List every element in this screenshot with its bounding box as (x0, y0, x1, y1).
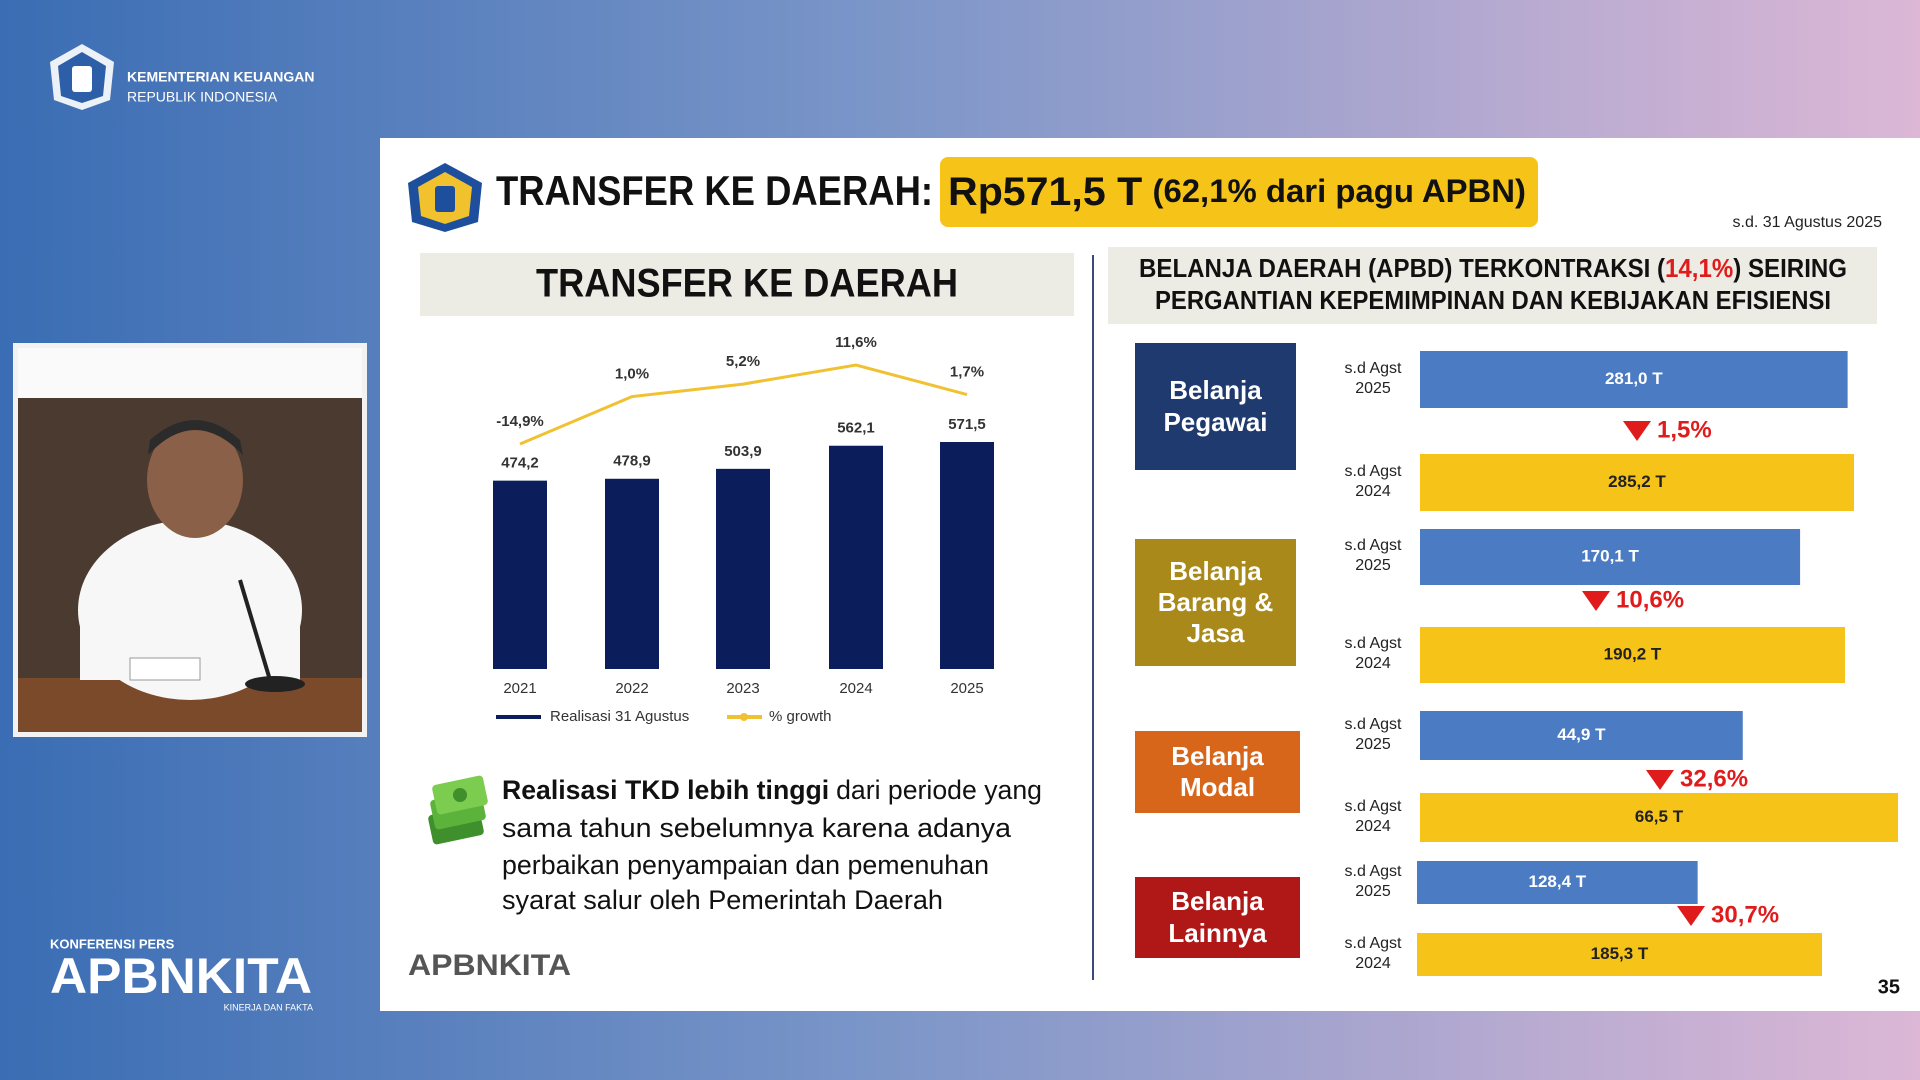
title-part: ) SEIRING (1733, 253, 1847, 283)
left-chart-title: TRANSFER KE DAERAH (536, 262, 958, 306)
title-part: BELANJA DAERAH (APBD) TERKONTRAKSI ( (1139, 253, 1665, 283)
money-icon (428, 775, 488, 845)
growth-label: -14,9% (496, 413, 544, 430)
right-chart-subtitle: PERGANTIAN KEPEMIMPINAN DAN KEBIJAKAN EF… (1155, 285, 1831, 315)
note-line: syarat salur oleh Pemerintah Daerah (502, 885, 943, 915)
bar (1417, 933, 1822, 976)
page-number: 35 (1878, 976, 1900, 998)
bar-value-label: 503,9 (724, 443, 762, 460)
growth-label: 1,7% (950, 363, 984, 380)
x-tick-label: 2022 (615, 680, 648, 697)
change-arrow (1677, 906, 1705, 926)
note-line: sama tahun sebelumnya karena adanya (502, 813, 1012, 843)
bar (493, 480, 547, 669)
growth-label: 5,2% (726, 353, 760, 370)
slide-footer-logo: APBNKITA (408, 949, 571, 982)
event-label: KONFERENSI PERS (50, 936, 175, 951)
note-line: Realisasi TKD lebih tinggidari periode y… (502, 775, 1042, 805)
note-line: perbaikan penyampaian dan pemenuhan (502, 850, 989, 880)
ministry-name: KEMENTERIAN KEUANGAN (127, 69, 314, 85)
bar-value-label: 281,0 T (1605, 369, 1663, 388)
change-label: 1,5% (1657, 416, 1712, 443)
bar-value-label: 562,1 (837, 420, 875, 437)
bar (716, 468, 770, 669)
bar-value-label: 128,4 T (1528, 872, 1586, 891)
bar (1417, 861, 1698, 904)
legend-label: % growth (769, 708, 832, 725)
slide-title: TRANSFER KE DAERAH: (496, 167, 933, 214)
bar-value-label: 474,2 (501, 455, 539, 472)
note-text: dari periode yang (836, 775, 1042, 805)
x-tick-label: 2023 (726, 680, 759, 697)
speaker-video (13, 343, 367, 737)
bar-value-label: 66,5 T (1635, 807, 1684, 826)
bar-value-label: 478,9 (613, 453, 651, 470)
left-header-box (420, 253, 1074, 316)
bar (1420, 529, 1801, 585)
ministry-country: REPUBLIK INDONESIA (127, 89, 278, 105)
growth-line (519, 363, 968, 446)
highlight-amount: Rp571,5 T (948, 170, 1142, 214)
change-label: 30,7% (1711, 901, 1779, 928)
bar-value-label: 571,5 (948, 416, 986, 433)
growth-label: 11,6% (835, 334, 877, 351)
slide-logo (408, 163, 482, 232)
highlight-note: (62,1% dari pagu APBN) (1153, 173, 1526, 209)
right-header-box (1108, 247, 1877, 324)
bar (1420, 454, 1854, 511)
legend-label: Realisasi 31 Agustus (550, 708, 689, 725)
highlight-text: Rp571,5 T (62,1% dari pagu APBN) (948, 170, 1526, 214)
bar (605, 478, 659, 669)
change-label: 10,6% (1616, 586, 1684, 613)
growth-label: 1,0% (615, 366, 649, 383)
x-tick-label: 2025 (950, 680, 983, 697)
bar-value-label: 285,2 T (1608, 472, 1666, 491)
slide-date: s.d. 31 Agustus 2025 (1733, 214, 1883, 231)
x-tick-label: 2021 (503, 680, 536, 697)
title-highlight: 14,1% (1665, 253, 1733, 283)
bar (940, 442, 994, 669)
ministry-logo (50, 44, 114, 110)
bar (1420, 711, 1743, 760)
event-tagline: KINERJA DAN FAKTA (224, 1002, 313, 1012)
note-bold: Realisasi TKD lebih tinggi (502, 775, 829, 805)
legend-marker (740, 713, 748, 721)
bar (1420, 627, 1845, 683)
bar (1420, 351, 1848, 408)
bar (829, 445, 883, 669)
x-tick-label: 2024 (839, 680, 872, 697)
change-arrow (1623, 421, 1651, 441)
bar (1420, 793, 1898, 842)
highlight-box (940, 157, 1538, 227)
bar-value-label: 170,1 T (1581, 546, 1639, 565)
bar-value-label: 190,2 T (1604, 644, 1662, 663)
change-arrow (1582, 591, 1610, 611)
right-chart-title: BELANJA DAERAH (APBD) TERKONTRAKSI (14,1… (1139, 253, 1847, 283)
change-arrow (1646, 770, 1674, 790)
bar-value-label: 44,9 T (1557, 725, 1606, 744)
change-label: 32,6% (1680, 765, 1748, 792)
event-brand: APBNKITA (50, 948, 312, 1004)
bar-value-label: 185,3 T (1591, 944, 1649, 963)
